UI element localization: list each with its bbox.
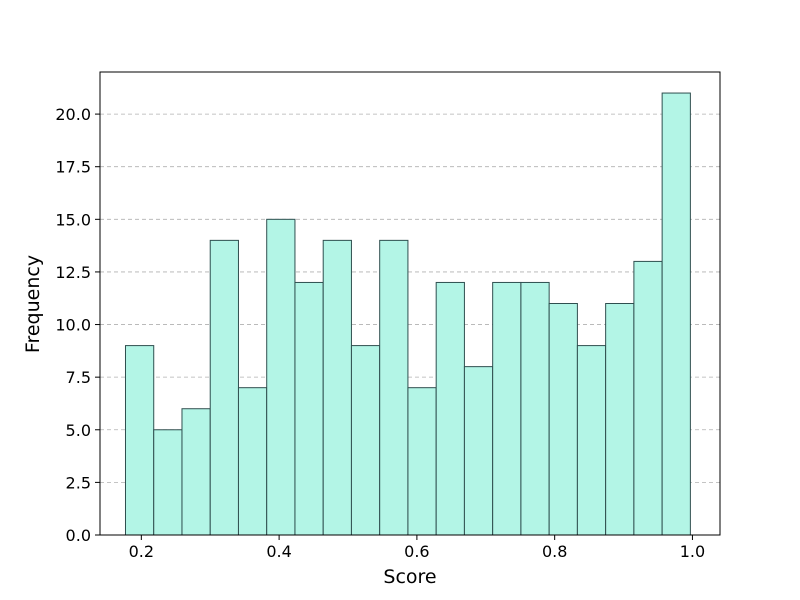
histogram-bar [350,345,381,536]
histogram-bar [237,387,268,536]
y-tick-label: 0.0 [66,526,91,545]
y-tick-label: 17.5 [55,158,91,177]
histogram-bar [576,345,607,536]
histogram-bar [266,218,296,536]
y-tick-label: 10.0 [55,316,91,335]
y-tick-label: 12.5 [55,263,91,282]
y-tick-label: 15.0 [55,210,91,229]
histogram-bar [661,92,691,536]
y-tick-label: 20.0 [55,105,91,124]
histogram-bar [463,366,494,536]
y-axis-ticks: 0.0 2.5 5.0 7.5 10.0 12.5 15.0 17.5 20.0 [55,105,100,545]
x-tick-label: 0.8 [542,542,567,561]
histogram-bar [124,345,155,536]
histogram-bar [520,281,550,536]
x-axis-label: Score [383,566,436,588]
x-tick-label: 1.0 [680,542,705,561]
histogram-bar [209,239,239,536]
y-tick-label: 7.5 [66,368,91,387]
histogram-bar [492,281,522,536]
plot-frame [99,71,721,536]
histogram-bar [633,260,663,536]
y-tick-label: 5.0 [66,421,91,440]
histogram-bar [548,303,578,536]
x-axis-ticks: 0.2 0.4 0.6 0.8 1.0 [129,535,705,561]
histogram-bar [379,239,409,536]
y-tick-label: 2.5 [66,473,91,492]
x-tick-label: 0.4 [266,542,291,561]
histogram-bars [124,92,691,536]
histogram-bar [605,303,635,536]
histogram-bar [407,387,437,536]
histogram-bar [181,408,211,536]
histogram-bar [294,281,324,536]
histogram-bar [322,239,352,536]
histogram-bar [153,429,183,536]
y-axis-label: Frequency [22,255,44,353]
x-tick-label: 0.6 [404,542,429,561]
histogram-bar [435,281,465,536]
x-tick-label: 0.2 [129,542,154,561]
